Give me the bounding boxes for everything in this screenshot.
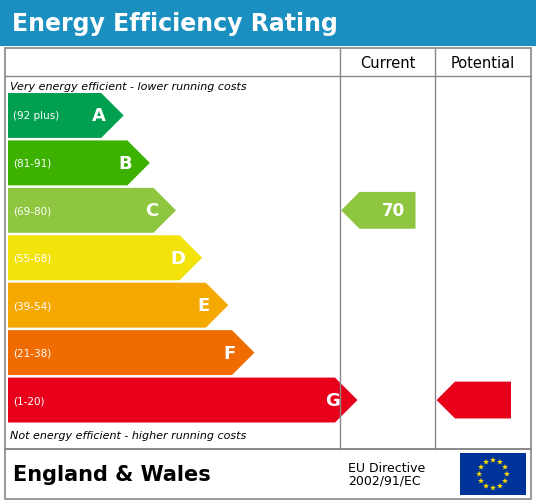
Text: G: G xyxy=(325,391,340,409)
Bar xyxy=(5,49,531,449)
Polygon shape xyxy=(476,471,482,476)
Polygon shape xyxy=(497,459,503,464)
Bar xyxy=(5,49,531,449)
Text: Very energy efficient - lower running costs: Very energy efficient - lower running co… xyxy=(10,82,247,92)
Text: (81-91): (81-91) xyxy=(13,159,51,168)
Bar xyxy=(5,449,531,499)
Text: 2002/91/EC: 2002/91/EC xyxy=(348,473,421,486)
Polygon shape xyxy=(8,188,176,233)
Polygon shape xyxy=(490,485,496,490)
Text: D: D xyxy=(170,249,185,267)
Text: B: B xyxy=(118,155,132,172)
Bar xyxy=(0,0,536,47)
Polygon shape xyxy=(490,457,496,463)
Polygon shape xyxy=(478,478,484,483)
Text: (69-80): (69-80) xyxy=(13,206,51,216)
Polygon shape xyxy=(8,283,228,328)
Text: Current: Current xyxy=(360,56,415,70)
Text: Potential: Potential xyxy=(451,56,515,70)
Polygon shape xyxy=(341,192,415,229)
Text: (1-20): (1-20) xyxy=(13,395,44,405)
Polygon shape xyxy=(8,94,124,139)
Polygon shape xyxy=(483,459,489,464)
Text: EU Directive: EU Directive xyxy=(348,461,425,474)
Text: (92 plus): (92 plus) xyxy=(13,111,59,121)
Polygon shape xyxy=(8,378,358,423)
Polygon shape xyxy=(8,236,202,281)
Text: Not energy efficient - higher running costs: Not energy efficient - higher running co… xyxy=(10,430,246,440)
Polygon shape xyxy=(502,478,508,483)
Bar xyxy=(5,449,531,499)
Text: England & Wales: England & Wales xyxy=(13,464,211,484)
Text: 70: 70 xyxy=(382,202,405,220)
Text: A: A xyxy=(92,107,106,125)
Text: Energy Efficiency Rating: Energy Efficiency Rating xyxy=(12,12,338,36)
Polygon shape xyxy=(478,464,484,469)
Polygon shape xyxy=(8,331,255,375)
Text: E: E xyxy=(197,297,210,315)
Polygon shape xyxy=(502,464,508,469)
Text: (21-38): (21-38) xyxy=(13,348,51,358)
Polygon shape xyxy=(8,141,150,186)
Polygon shape xyxy=(504,471,510,476)
Polygon shape xyxy=(483,483,489,488)
Text: (55-68): (55-68) xyxy=(13,253,51,263)
Text: C: C xyxy=(145,202,158,220)
Text: F: F xyxy=(224,344,236,362)
Text: (39-54): (39-54) xyxy=(13,301,51,311)
Bar xyxy=(460,453,526,495)
Polygon shape xyxy=(497,483,503,488)
Polygon shape xyxy=(437,382,511,419)
